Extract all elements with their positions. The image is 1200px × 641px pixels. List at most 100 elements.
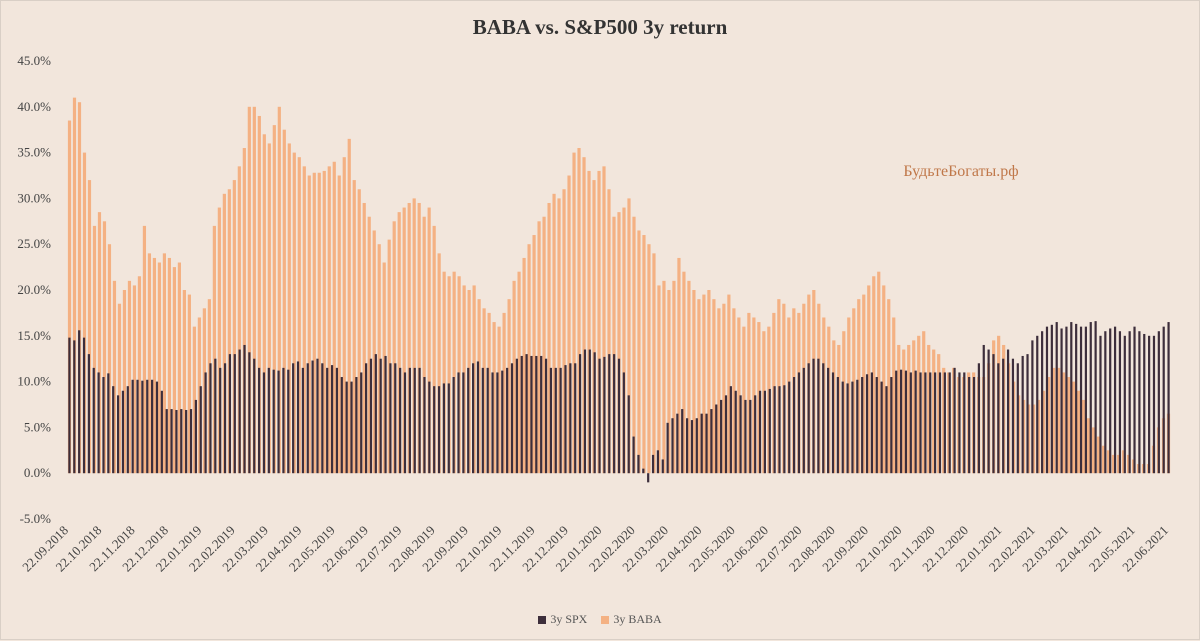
bar-baba: [567, 175, 571, 474]
bar-baba: [627, 198, 631, 474]
bar-baba: [882, 285, 886, 474]
bar-spx: [768, 388, 771, 474]
bar-spx: [126, 386, 129, 474]
bar-spx: [734, 390, 737, 474]
bar-baba: [577, 148, 581, 474]
bar-spx: [1094, 321, 1097, 474]
bar-spx: [515, 358, 518, 474]
bar-baba: [1081, 399, 1086, 474]
bar-baba: [687, 280, 691, 474]
bar-spx: [1016, 363, 1019, 474]
bar-baba: [587, 170, 591, 474]
bar-spx: [350, 381, 353, 474]
bar-baba: [247, 106, 251, 474]
bar-spx: [564, 365, 567, 474]
bar-spx: [175, 410, 178, 474]
bar-baba: [917, 335, 921, 474]
bar-spx: [146, 379, 149, 474]
y-tick-label: 5.0%: [24, 419, 51, 434]
bar-spx: [875, 377, 878, 474]
bar-spx: [335, 367, 339, 474]
bar-spx: [452, 377, 455, 474]
bar-baba: [1052, 367, 1056, 474]
bar-baba: [397, 212, 401, 474]
bar-baba: [662, 280, 666, 474]
bar-baba: [442, 271, 446, 474]
bar-spx: [403, 372, 407, 474]
bar-spx: [710, 409, 713, 474]
bar-baba: [487, 312, 491, 474]
bar-spx: [982, 344, 985, 474]
chart-title: BABA vs. S&P500 3y return: [472, 15, 728, 39]
bar-spx: [506, 367, 509, 474]
bar-baba: [737, 317, 741, 474]
bar-baba: [252, 106, 256, 474]
bar-baba: [872, 276, 876, 474]
bar-baba: [202, 308, 206, 474]
bar-baba: [402, 207, 406, 474]
bar-baba: [297, 157, 301, 474]
bar-baba: [512, 280, 516, 474]
bar-spx: [219, 367, 222, 474]
bar-spx: [656, 450, 660, 474]
bar-baba: [1066, 377, 1071, 474]
series-spx-bars: [68, 321, 1170, 483]
bar-spx: [116, 395, 120, 474]
bar-baba: [902, 349, 906, 474]
bar-spx: [121, 390, 125, 474]
bar-spx: [467, 367, 470, 474]
bar-baba: [437, 253, 441, 474]
bar-spx: [1104, 331, 1107, 474]
bar-baba: [697, 299, 701, 474]
bar-spx: [574, 363, 577, 474]
bar-baba: [507, 299, 511, 474]
bar-baba: [257, 115, 261, 474]
bar-baba: [582, 157, 586, 474]
bar-spx: [1143, 333, 1146, 474]
bar-baba: [887, 299, 891, 474]
bar-baba: [222, 193, 226, 474]
bar-baba: [322, 170, 326, 474]
bar-baba: [242, 148, 246, 474]
bar-baba: [272, 125, 276, 474]
bar-baba: [307, 175, 311, 474]
bar-spx: [253, 358, 256, 474]
bar-spx: [870, 372, 873, 474]
bar-spx: [865, 374, 869, 474]
bar-baba: [927, 344, 931, 474]
bar-spx: [262, 372, 266, 474]
bar-spx: [151, 379, 154, 474]
bar-baba: [647, 244, 651, 474]
bar-spx: [282, 367, 285, 474]
bar-spx: [792, 377, 796, 474]
bar-baba: [1086, 418, 1091, 474]
bar-spx: [486, 367, 489, 474]
bar-spx: [807, 363, 810, 474]
bar-baba: [382, 262, 386, 474]
bar-spx: [1026, 354, 1029, 474]
bar-baba: [897, 344, 901, 474]
bar-baba: [317, 172, 321, 474]
bar-spx: [968, 377, 971, 474]
bar-spx: [831, 372, 835, 474]
chart-legend: 3y SPX 3y BABA: [1, 612, 1199, 627]
bar-baba: [72, 97, 77, 474]
bar-spx: [457, 372, 460, 474]
bar-baba: [692, 290, 696, 474]
bar-baba: [352, 180, 356, 474]
bar-baba: [657, 285, 661, 474]
bar-baba: [892, 317, 896, 474]
bar-baba: [562, 189, 566, 474]
bar-baba: [867, 285, 871, 474]
bar-baba: [1071, 381, 1076, 474]
bar-spx: [423, 377, 426, 474]
bar-baba: [387, 239, 391, 474]
bar-spx: [258, 367, 261, 474]
bar-baba: [847, 317, 851, 474]
bar-spx: [321, 363, 324, 474]
bar-baba: [617, 212, 621, 474]
y-tick-label: 15.0%: [17, 328, 51, 343]
bar-baba: [547, 202, 551, 474]
bar-spx: [525, 354, 528, 474]
